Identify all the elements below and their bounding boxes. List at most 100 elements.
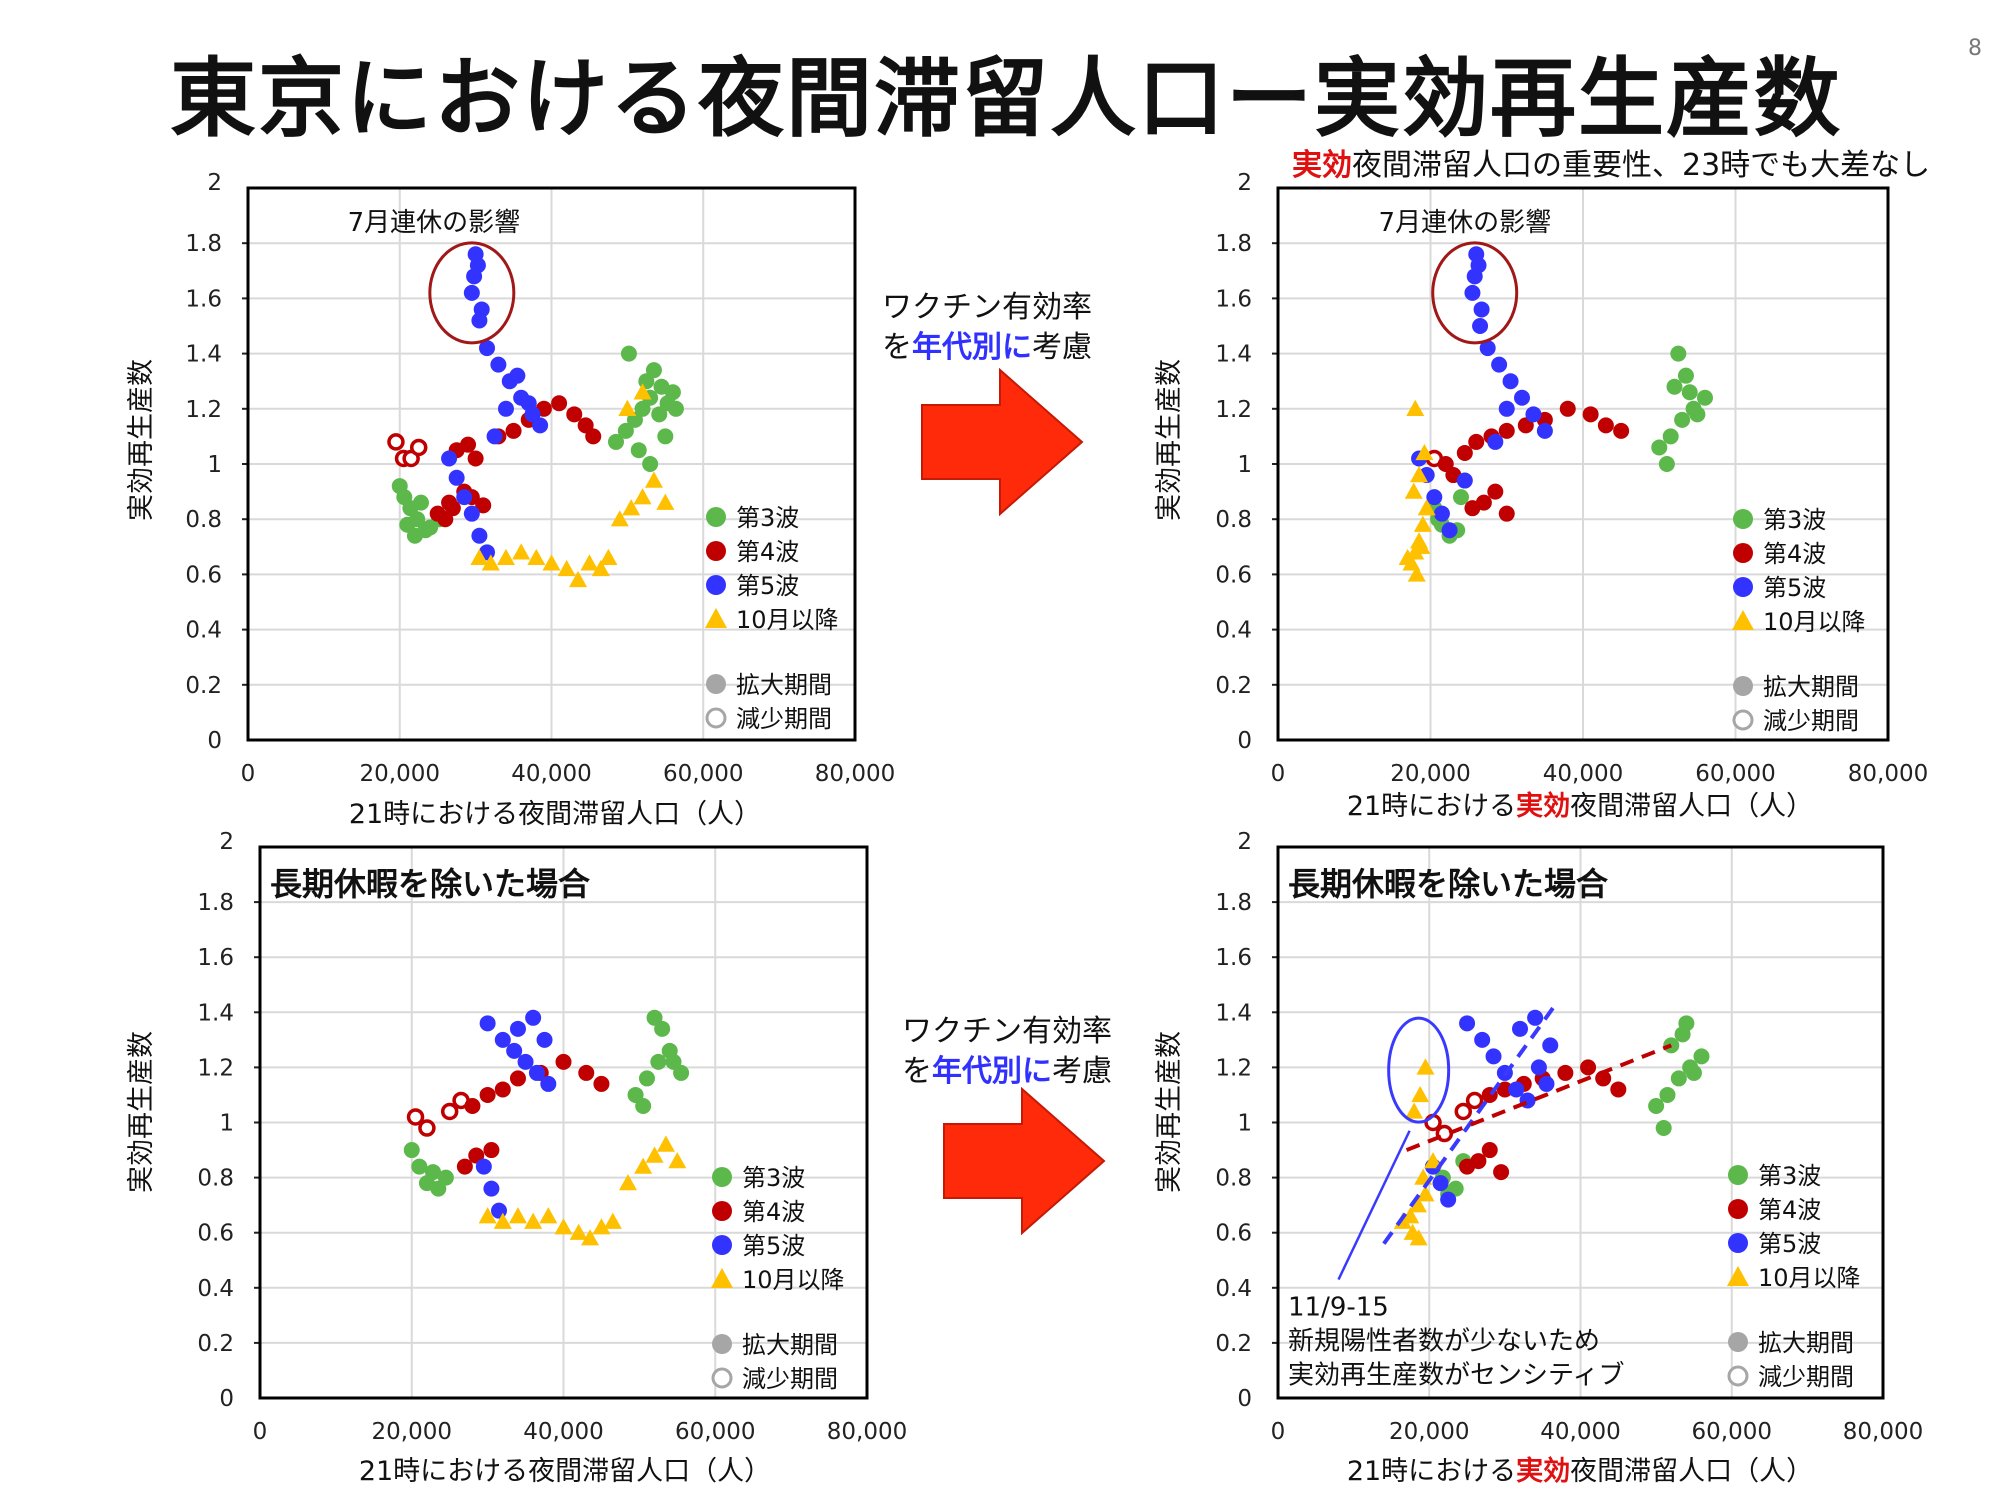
annotation-sensitivity: 11/9-15 [1288, 1292, 1389, 1322]
y-tick-label: 2 [1237, 829, 1252, 855]
point-wave4 [440, 1102, 459, 1121]
point-wave5 [506, 1042, 523, 1059]
point-oct [618, 399, 637, 416]
y-tick-label: 2 [1237, 170, 1252, 196]
point-wave3 [650, 1053, 667, 1070]
point-wave5 [1502, 373, 1519, 390]
chart-panel-top-right: 0 0.2 0.4 0.6 0.8 1 1.2 1.4 1.6 1.8 2 0 20,000 40,000… [1154, 170, 1928, 822]
point-wave5 [1514, 389, 1530, 406]
note-highlight: 実効 [1292, 148, 1352, 183]
point-oct [603, 1212, 622, 1229]
point-oct [1404, 482, 1423, 499]
point-wave4 [1582, 406, 1599, 423]
chart-panel-bottom-left: 0 0.2 0.4 0.6 0.8 1 1.2 1.4 1.6 1.8 2 0 20,000 40,000… [126, 829, 907, 1487]
point-oct [622, 499, 641, 516]
point-wave3 [653, 378, 670, 395]
point-wave3 [1658, 456, 1675, 472]
chart-panel-top-left: 0 0.2 0.4 0.6 0.8 1 1.2 1.4 1.6 1.8 2 0 20,000 40,000… [126, 170, 895, 830]
y-tick-label: 0.8 [1215, 1166, 1252, 1192]
y-tick-label: 0.6 [197, 1221, 234, 1247]
point-wave4 [1498, 422, 1515, 439]
legend-label-wave3: 第3波 [736, 504, 799, 532]
x-tick-label: 0 [253, 1419, 268, 1445]
point-oct [1415, 443, 1434, 461]
x-tick-label: 40,000 [1543, 761, 1623, 787]
point-wave3 [1651, 439, 1668, 456]
point-wave3 [1693, 1048, 1710, 1065]
arrow-label-line2: を年代別に考慮 [882, 330, 1092, 365]
inset-title: 長期休暇を除いた場合 [270, 865, 590, 903]
legend-marker-wave3 [706, 507, 726, 527]
point-wave5 [471, 312, 488, 329]
arrow-label-bottom: ワクチン有効率 を年代別に考慮 [902, 1012, 1112, 1092]
point-oct [554, 1218, 573, 1235]
point-wave3 [1655, 1120, 1672, 1137]
point-wave4 [1595, 1070, 1612, 1087]
callout-ellipse-nov [1387, 1016, 1451, 1124]
point-wave3 [1662, 428, 1679, 445]
chart-panel-bottom-right: 0 0.2 0.4 0.6 0.8 1 1.2 1.4 1.6 1.8 2 0 20,000 40,000… [1154, 829, 1923, 1487]
point-oct [618, 1174, 637, 1191]
legend-marker-wave5 [1733, 577, 1753, 597]
y-tick-label: 1.4 [1215, 342, 1252, 368]
y-tick-label: 0.8 [1215, 507, 1252, 533]
point-wave4 [1481, 1142, 1498, 1159]
legend-marker-wave5 [712, 1235, 732, 1255]
legend-marker-shrink [711, 1367, 733, 1389]
point-wave4 [1456, 444, 1473, 461]
point-wave4 [409, 438, 428, 457]
point-wave4 [509, 1070, 526, 1087]
point-wave3 [1659, 1086, 1676, 1103]
legend-marker-oct [1732, 610, 1754, 630]
arrow-label-line1: ワクチン有効率 [902, 1014, 1112, 1049]
y-tick-label: 0.8 [197, 1166, 234, 1192]
point-wave5 [1538, 1075, 1555, 1092]
y-tick-label: 1.6 [197, 945, 234, 971]
point-wave5 [528, 1064, 545, 1081]
y-tick-label: 0.6 [1215, 1221, 1252, 1247]
point-wave3 [630, 442, 647, 459]
point-wave5 [1441, 522, 1458, 539]
legend-label-oct: 10月以降 [1763, 608, 1866, 636]
point-wave4 [464, 1097, 481, 1114]
inset-title: 長期休暇を除いた場合 [1288, 865, 1608, 903]
plot-frame [258, 845, 869, 1400]
point-oct [645, 1146, 664, 1163]
page-title: 東京における夜間滞留人口ー実効再生産数 [170, 49, 1842, 149]
legend-label-shrink: 減少期間 [736, 705, 832, 733]
point-oct [1410, 466, 1429, 483]
y-tick-label: 0 [207, 728, 222, 754]
y-tick-label: 0.2 [185, 673, 222, 699]
point-wave5 [1491, 356, 1508, 373]
point-wave4 [1610, 1081, 1627, 1098]
y-tick-label: 1 [207, 452, 222, 478]
point-wave3 [667, 400, 684, 417]
point-wave4 [494, 1081, 511, 1098]
x-tick-label: 0 [1271, 761, 1286, 787]
point-wave4 [1613, 422, 1630, 439]
point-wave4 [578, 1064, 595, 1081]
point-oct [1409, 1229, 1428, 1246]
y-axis-label: 実効再生産数 [1154, 1031, 1185, 1193]
legend-label-expand: 拡大期間 [742, 1331, 838, 1359]
y-tick-label: 0.8 [185, 507, 222, 533]
y-tick-label: 0.4 [185, 618, 222, 644]
point-wave5 [456, 489, 473, 506]
annotation-july-holiday: 7月連休の影響 [348, 208, 521, 238]
y-tick-label: 1.2 [197, 1055, 234, 1081]
point-wave5 [1530, 1059, 1547, 1076]
point-wave4 [1454, 1102, 1473, 1121]
point-oct [644, 471, 663, 488]
y-tick-label: 0.2 [1215, 673, 1252, 699]
legend-label-oct: 10月以降 [1758, 1264, 1861, 1292]
point-oct [634, 1157, 653, 1174]
point-wave5 [1498, 400, 1515, 417]
point-wave5 [1527, 1009, 1544, 1026]
legend-label-wave5: 第5波 [736, 572, 799, 600]
point-wave3 [665, 1053, 682, 1070]
point-oct [1407, 565, 1426, 582]
x-tick-label: 40,000 [1540, 1419, 1620, 1445]
x-tick-label: 0 [1271, 1419, 1286, 1445]
point-wave5 [1485, 1048, 1502, 1065]
point-wave3 [642, 456, 659, 472]
